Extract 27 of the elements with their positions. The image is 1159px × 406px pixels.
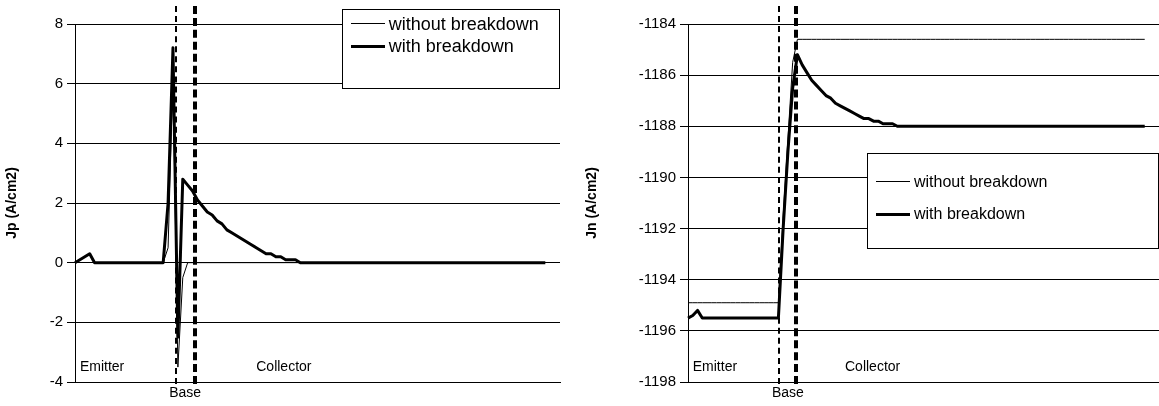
y-tick-label: -1184 (638, 14, 676, 32)
y-tick-label: 0 (54, 252, 63, 270)
text: Base (770, 384, 805, 400)
y-tick-label: -1198 (638, 372, 676, 390)
y-tick-label: -1188 (638, 116, 676, 134)
text: Base (168, 384, 203, 400)
y-tick-label: 4 (54, 133, 63, 151)
y-tick-label: 6 (54, 73, 63, 91)
legend-label: with breakdown (913, 204, 1026, 224)
y-axis-title: Jp (A/cm2) (3, 167, 20, 239)
y-tick-label: -1194 (638, 269, 676, 287)
y-tick-label: -2 (49, 312, 63, 330)
annotation: Emitter (692, 358, 738, 374)
legend-label: without breakdown (388, 14, 539, 34)
y-tick-label: -1190 (638, 167, 676, 185)
y-tick-label: 8 (54, 14, 63, 32)
y-tick-label: -1196 (638, 321, 676, 338)
legend-label: with breakdown (388, 36, 514, 56)
annotation: Collector (845, 358, 901, 374)
y-tick-label: -4 (49, 372, 63, 390)
y-axis-title: Jn (A/cm2) (583, 167, 600, 239)
y-tick-label: -1192 (638, 218, 676, 236)
annotation: Emitter (79, 358, 125, 374)
legend-label: without breakdown (913, 172, 1048, 192)
y-tick-label: 2 (54, 193, 63, 211)
annotation: Collector (256, 358, 312, 374)
y-tick-label: -1186 (638, 65, 676, 83)
